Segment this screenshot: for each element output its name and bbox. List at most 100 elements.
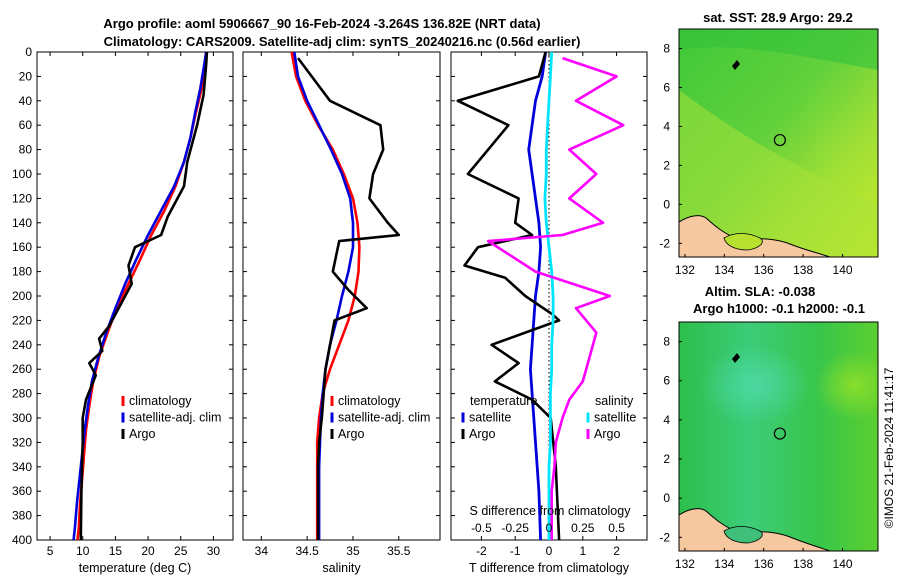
map-y-tick-label: 6 xyxy=(663,374,670,388)
depth-tick-label: 120 xyxy=(12,191,32,205)
legend-label: satellite-adj. clim xyxy=(129,411,221,425)
legend-label: satellite xyxy=(594,411,636,425)
temperature-panel: 0 20 40 60 80 100 120 140 160 180 200 220 240 260 280 3… xyxy=(12,45,234,575)
sst-argo-location-marker xyxy=(773,133,786,147)
x-tick-label: 1 xyxy=(579,544,586,558)
sla-bay xyxy=(723,526,763,544)
map-x-tick-label: 136 xyxy=(754,263,774,277)
x-tick-label: 2 xyxy=(613,544,620,558)
depth-tick-label: 280 xyxy=(12,387,32,401)
imos-timestamp: ©IMOS 21-Feb-2024 11:41:17 xyxy=(882,367,896,528)
sla-map-axes: 132 134 136 138 140 -2 0 2 4 6 8 xyxy=(659,335,853,571)
secondary-x-tick-label: -0.5 xyxy=(471,521,492,535)
x-axis-label: salinity xyxy=(322,561,361,575)
map-y-tick-label: 2 xyxy=(663,452,670,466)
series-line-salinity-satellite xyxy=(543,51,555,540)
sst-map-panel: sat. SST: 28.9 Argo: 29.2 132 134 136 138 14… xyxy=(659,10,879,277)
depth-tick-label: 300 xyxy=(12,411,32,425)
depth-tick-label: 140 xyxy=(12,216,32,230)
sla-argo-location-marker xyxy=(773,427,786,440)
x-axis-label: temperature (deg C) xyxy=(79,561,192,575)
map-x-tick-label: 132 xyxy=(675,263,695,277)
depth-tick-label: 220 xyxy=(12,313,32,327)
depth-tick-label: 380 xyxy=(12,509,32,523)
legend-label: Argo xyxy=(338,427,364,441)
x-tick-label: 35.5 xyxy=(387,544,411,558)
sla-low-anomaly xyxy=(815,350,878,420)
sst-map-axes: 132 134 136 138 140 -2 0 2 4 6 8 xyxy=(659,41,853,277)
legend-label: climatology xyxy=(129,394,192,408)
depth-tick-label: 20 xyxy=(19,69,33,83)
legend-label: satellite xyxy=(469,411,511,425)
legend-label: Argo xyxy=(129,427,155,441)
x-tick-label: 35 xyxy=(346,544,360,558)
legend-label: Argo xyxy=(594,427,620,441)
figure-title-line2: Climatology: CARS2009. Satellite-adj cli… xyxy=(104,34,581,49)
sst-bay xyxy=(723,233,763,251)
sla-map-panel: Altim. SLA: -0.038 Argo h1000: -0.1 h200… xyxy=(659,284,879,571)
depth-tick-label: 340 xyxy=(12,460,32,474)
depth-tick-label: 40 xyxy=(19,94,33,108)
depth-tick-label: 320 xyxy=(12,435,32,449)
depth-tick-label: 0 xyxy=(25,45,32,59)
series-line-temperature-satellite xyxy=(527,51,547,541)
depth-tick-label: 160 xyxy=(12,240,32,254)
map-y-tick-label: 8 xyxy=(663,335,670,349)
depth-tick-label: 180 xyxy=(12,265,32,279)
sla-high-anomaly xyxy=(700,345,810,425)
map-y-tick-label: 4 xyxy=(663,119,670,133)
sla-map-frame xyxy=(678,321,879,552)
map-x-tick-label: 134 xyxy=(714,557,734,571)
x-tick-label: 0 xyxy=(546,544,553,558)
series-line-argo xyxy=(79,51,209,541)
map-x-tick-label: 132 xyxy=(675,557,695,571)
depth-tick-label: 80 xyxy=(19,143,33,157)
x-tick-label: -1 xyxy=(510,544,521,558)
difference-panel: -2 -1 0 1 2 T difference from climatology S di… xyxy=(450,51,648,575)
sst-island xyxy=(732,60,740,70)
secondary-x-tick-label: 0.25 xyxy=(571,521,595,535)
map-y-tick-label: 6 xyxy=(663,80,670,94)
x-axis-label: T difference from climatology xyxy=(469,561,630,575)
sst-map-title: sat. SST: 28.9 Argo: 29.2 xyxy=(703,10,853,25)
plot-frame xyxy=(36,51,234,541)
secondary-x-tick-label: -0.25 xyxy=(502,521,530,535)
x-tick-label: -2 xyxy=(476,544,487,558)
map-y-tick-label: 8 xyxy=(663,41,670,55)
x-tick-label: 5 xyxy=(47,544,54,558)
map-x-tick-label: 134 xyxy=(714,263,734,277)
map-y-tick-label: 0 xyxy=(663,491,670,505)
sst-warm-band xyxy=(679,90,878,257)
map-y-tick-label: -2 xyxy=(659,530,670,544)
legend-label: Argo xyxy=(469,427,495,441)
depth-tick-label: 360 xyxy=(12,484,32,498)
x-tick-label: 30 xyxy=(207,544,221,558)
x-tick-label: 34 xyxy=(255,544,269,558)
x-tick-label: 34.5 xyxy=(295,544,319,558)
sla-map-title: Altim. SLA: -0.038 xyxy=(705,284,816,299)
figure-title-line1: Argo profile: aoml 5906667_90 16-Feb-202… xyxy=(103,16,540,31)
series-line-temperature-argo xyxy=(456,51,561,541)
depth-tick-label: 400 xyxy=(12,533,32,547)
secondary-x-tick-label: 0 xyxy=(546,521,553,535)
map-y-tick-label: 4 xyxy=(663,413,670,427)
map-x-tick-label: 140 xyxy=(833,557,853,571)
sla-map-subtitle: Argo h1000: -0.1 h2000: -0.1 xyxy=(693,301,865,316)
map-x-tick-label: 136 xyxy=(754,557,774,571)
secondary-x-axis-label: S difference from climatology xyxy=(470,504,632,518)
map-x-tick-label: 140 xyxy=(833,263,853,277)
salinity-panel: 34 34.5 35 35.5 salinity climatology satellite… xyxy=(242,51,441,575)
legend-heading-temperature: temperature xyxy=(470,394,537,408)
sla-island xyxy=(732,353,740,363)
legend-label: satellite-adj. clim xyxy=(338,411,430,425)
depth-tick-label: 260 xyxy=(12,362,32,376)
x-tick-label: 15 xyxy=(109,544,123,558)
secondary-x-tick-label: 0.5 xyxy=(608,521,625,535)
x-tick-label: 25 xyxy=(174,544,188,558)
map-y-tick-label: -2 xyxy=(659,236,670,250)
sst-cool-band xyxy=(679,29,878,70)
map-y-tick-label: 0 xyxy=(663,197,670,211)
depth-tick-label: 240 xyxy=(12,338,32,352)
depth-tick-label: 60 xyxy=(19,118,33,132)
